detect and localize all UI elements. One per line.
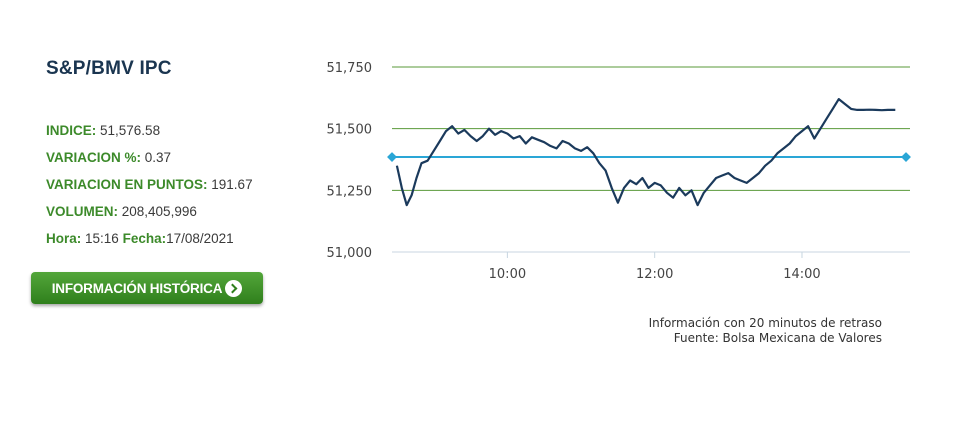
stat-value: 208,405,996 [121,204,197,219]
stat-value: 191.67 [211,177,253,192]
historical-info-button-label: INFORMACIÓN HISTÓRICA [51,280,223,296]
reference-marker-right [901,152,911,162]
y-tick-label: 51,500 [327,123,373,138]
stat-value: 51,576.58 [100,123,161,138]
reference-marker-left [387,152,397,162]
stat-indice: INDICE: 51,576.58 [46,122,253,149]
stat-label: VOLUMEN: [46,204,118,219]
y-tick-label: 51,250 [327,184,373,199]
hora-label: Hora: [46,231,82,246]
historical-info-button[interactable]: INFORMACIÓN HISTÓRICA [31,272,263,304]
stat-variacion-pct: VARIACION %: 0.37 [46,149,253,176]
source-note-line: Fuente: Bolsa Mexicana de Valores [673,331,882,345]
y-tick-label: 51,000 [327,246,373,261]
chevron-right-circle-icon [225,279,243,297]
stat-volumen: VOLUMEN: 208,405,996 [46,203,253,230]
x-tick-label: 14:00 [783,267,820,282]
index-stats: INDICE: 51,576.58 VARIACION %: 0.37 VARI… [46,122,253,257]
stat-label: VARIACION EN PUNTOS: [46,177,208,192]
stat-value: 0.37 [144,150,172,165]
fecha-value: 17/08/2021 [166,231,234,246]
stat-label: INDICE: [46,123,97,138]
delay-note: Información con 20 minutos de retraso Fu… [649,316,882,346]
hora-value: 15:16 [85,231,119,246]
series-line [395,97,896,207]
x-tick-label: 10:00 [489,267,526,282]
delay-note-line: Información con 20 minutos de retraso [648,316,882,330]
index-title: S&P/BMV IPC [46,58,172,79]
stat-label: VARIACION %: [46,150,142,165]
stat-variacion-puntos: VARIACION EN PUNTOS: 191.67 [46,176,253,203]
stat-hora-fecha: Hora: 15:16 Fecha:17/08/2021 [46,230,253,257]
y-tick-label: 51,750 [327,61,373,76]
x-tick-label: 12:00 [636,267,673,282]
fecha-label: Fecha: [122,231,167,246]
